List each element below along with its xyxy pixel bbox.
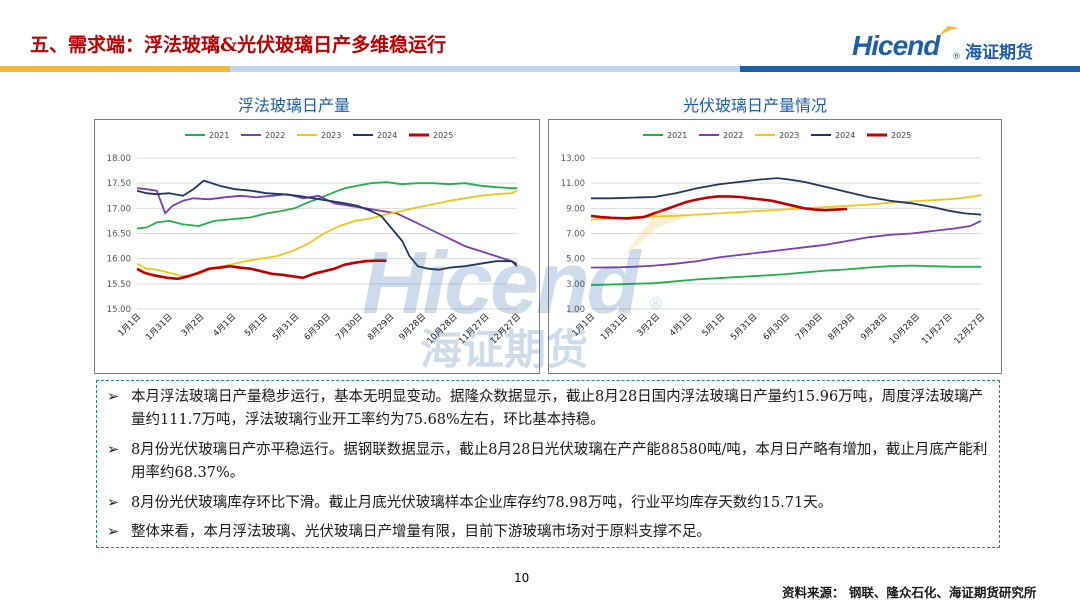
page-title: 五、需求端：浮法玻璃&光伏玻璃日产多维稳运行: [30, 34, 447, 56]
note-text: 整体来看，本月浮法玻璃、光伏玻璃日产增量有限，目前下游玻璃市场对于原料支撑不足。: [131, 524, 711, 540]
legend-label: 2024: [835, 131, 855, 140]
x-tick-label: 6月30日: [303, 312, 334, 343]
pv-glass-chart: 13.00 11.00 9.00 7.00 5.00 3.00 1.00 1月1日 1月31日 3…: [548, 119, 1002, 374]
x-tick-label: 1月31日: [599, 312, 630, 343]
chart-title-pv-glass: 光伏玻璃日产量情况: [683, 96, 828, 115]
x-tick-label: 5月1日: [700, 312, 727, 339]
x-tick-label: 1月31日: [144, 312, 175, 343]
chart-title-float-glass: 浮法玻璃日产量: [238, 96, 351, 115]
legend-label: 2025: [433, 131, 453, 140]
y-tick-label: 16.50: [107, 230, 131, 240]
y-tick-label: 7.00: [566, 230, 585, 240]
x-tick-label: 8月29日: [827, 312, 858, 343]
x-tick-label: 4月1日: [211, 312, 238, 339]
y-tick-label: 9.00: [566, 204, 585, 214]
y-tick-label: 17.00: [107, 204, 131, 214]
y-tick-label: 13.00: [561, 154, 585, 164]
x-tick-label: 5月1日: [243, 312, 270, 339]
series-line-2023: [590, 194, 982, 221]
y-tick-label: 3.00: [566, 280, 585, 290]
bullet-arrow-icon: ➢: [107, 442, 120, 458]
y-tick-label: 5.00: [566, 255, 585, 265]
x-tick-label: 10月28日: [425, 312, 459, 346]
note-text: 本月浮法玻璃日产量稳步运行，基本无明显变动。据隆众数据显示，截止8月28日国内浮…: [131, 389, 984, 428]
series-line-2022: [591, 220, 982, 269]
series-line-2025: [590, 195, 848, 220]
x-tick-label: 8月29日: [366, 312, 397, 343]
legend-label: 2025: [891, 131, 911, 140]
logo-wordmark: Hicend: [852, 30, 940, 61]
legend-label: 2024: [377, 131, 397, 140]
x-tick-label: 3月2日: [635, 312, 662, 339]
x-tick-label: 1月1日: [116, 312, 143, 339]
series-line-2022: [136, 187, 518, 265]
y-tick-label: 17.50: [107, 179, 131, 189]
x-tick-label: 4月1日: [668, 312, 695, 339]
x-tick-label: 9月28日: [859, 312, 890, 343]
brand-logo: Hicend ® 海证期货: [852, 24, 1052, 68]
x-tick-label: 11月27日: [920, 312, 954, 346]
legend-label: 2021: [667, 131, 687, 140]
x-tick-label: 7月30日: [334, 312, 365, 343]
logo-chinese-name: 海证期货: [965, 43, 1033, 63]
x-tick-label: 9月28日: [398, 312, 429, 343]
series-line-2024: [591, 177, 982, 216]
x-tick-label: 1月1日: [570, 312, 597, 339]
note-text: 8月份光伏玻璃日产亦平稳运行。据钢联数据显示，截止8月28日光伏玻璃在产产能88…: [131, 442, 988, 481]
note-text: 8月份光伏玻璃库存环比下滑。截止月底光伏玻璃样本企业库存约78.98万吨，行业平…: [131, 495, 833, 511]
float-glass-chart: 18.00 17.50 17.00 16.50 16.00 15.50 15.00 1月1日 1…: [94, 119, 540, 374]
x-tick-label: 5月31日: [729, 312, 760, 343]
legend-label: 2021: [209, 131, 229, 140]
x-tick-label: 10月28日: [888, 312, 922, 346]
series-line-2025: [136, 259, 387, 281]
y-tick-label: 15.50: [107, 280, 131, 290]
y-tick-label: 16.00: [107, 255, 131, 265]
notes-box: ➢ 本月浮法玻璃日产量稳步运行，基本无明显变动。据隆众数据显示，截止8月28日国…: [96, 380, 1000, 548]
x-tick-label: 5月31日: [271, 312, 302, 343]
x-tick-label: 6月30日: [762, 312, 793, 343]
logo-swoosh-icon: [938, 26, 960, 36]
x-tick-label: 11月27日: [457, 312, 491, 346]
y-tick-label: 15.00: [107, 305, 131, 315]
legend-label: 2022: [265, 131, 285, 140]
bullet-arrow-icon: ➢: [107, 524, 120, 540]
y-tick-label: 18.00: [107, 154, 131, 164]
x-tick-label: 7月30日: [794, 312, 825, 343]
series-line-2021: [590, 264, 981, 286]
header-color-band: [0, 66, 1080, 72]
logo-registered-mark: ®: [952, 52, 961, 62]
x-tick-label: 12月27日: [953, 312, 987, 346]
legend-label: 2023: [779, 131, 799, 140]
bullet-arrow-icon: ➢: [107, 389, 120, 405]
series-line-2021: [136, 181, 517, 230]
source-note: 资料来源： 钢联、隆众石化、海证期货研究所: [782, 585, 1037, 600]
y-tick-label: 11.00: [561, 179, 585, 189]
x-tick-label: 12月27日: [489, 312, 523, 346]
series-line-2024: [136, 179, 518, 271]
x-tick-label: 3月2日: [180, 312, 207, 339]
legend-label: 2022: [723, 131, 743, 140]
y-tick-label: 1.00: [566, 305, 585, 315]
legend-label: 2023: [321, 131, 341, 140]
bullet-arrow-icon: ➢: [107, 495, 120, 511]
page-number: 10: [514, 571, 530, 585]
